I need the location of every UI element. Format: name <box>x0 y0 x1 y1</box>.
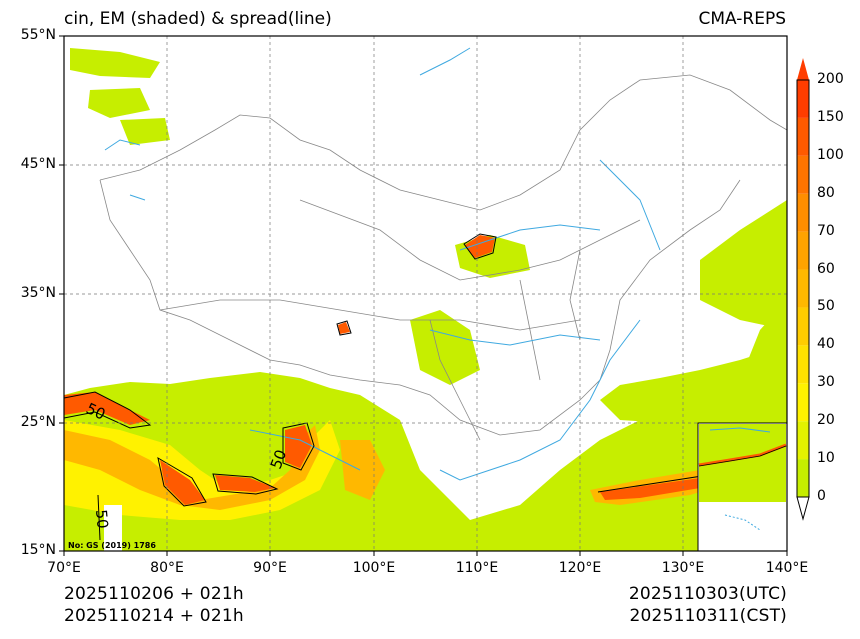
lon-tick-label: 140°E <box>765 560 809 576</box>
lon-tick-label: 70°E <box>47 560 81 576</box>
colorbar-segment <box>797 155 809 194</box>
colorbar-extend-high <box>797 58 809 80</box>
lat-tick-label: 35°N <box>20 285 56 301</box>
contour-label: 50 <box>267 447 290 471</box>
init-time-utc: 2025110206 + 021h <box>64 584 244 604</box>
colorbar-level-label: 0 <box>817 488 826 504</box>
colorbar-level-label: 30 <box>817 374 835 391</box>
colorbar-level-label: 100 <box>817 146 844 163</box>
colorbar-level-label: 70 <box>817 222 835 239</box>
lon-tick-label: 80°E <box>150 560 184 576</box>
south-china-sea-inset <box>697 422 787 551</box>
colorbar-segment <box>797 383 809 422</box>
valid-time-cst: 2025110311(CST) <box>629 606 787 626</box>
colorbar-level-label: 60 <box>817 260 835 277</box>
lon-tick-label: 110°E <box>455 560 499 576</box>
colorbar-level-label: 40 <box>817 336 835 353</box>
colorbar-segment <box>797 269 809 308</box>
lat-tick-label: 55°N <box>20 27 56 43</box>
colorbar-segment <box>797 307 809 346</box>
colorbar-segment <box>797 80 809 118</box>
colorbar-level-label: 150 <box>817 108 844 125</box>
lon-tick-label: 120°E <box>558 560 602 576</box>
lon-tick-label: 90°E <box>253 560 287 576</box>
colorbar-segment <box>797 345 809 384</box>
colorbar-segment <box>797 193 809 232</box>
colorbar-level-label: 80 <box>817 184 835 201</box>
chart-title: cin, EM (shaded) & spread(line) <box>64 9 332 29</box>
colorbar-segment <box>797 421 809 460</box>
gridlines <box>64 36 787 551</box>
map-review-number: No: GS (2019) 1786 <box>68 541 156 550</box>
lon-tick-label: 130°E <box>661 560 705 576</box>
cin-shading <box>64 48 787 551</box>
valid-time-utc: 2025110303(UTC) <box>628 584 787 604</box>
init-time-cst: 2025110214 + 021h <box>64 606 244 626</box>
lat-tick-label: 25°N <box>20 414 56 430</box>
axis-ticks <box>59 35 788 556</box>
contour-label: 50 <box>92 509 112 530</box>
colorbar-level-label: 50 <box>817 298 835 315</box>
lon-tick-label: 100°E <box>352 560 396 576</box>
lat-tick-label: 15°N <box>20 542 56 558</box>
lat-tick-label: 45°N <box>20 156 56 172</box>
colorbar-segment <box>797 117 809 156</box>
colorbar-level-label: 10 <box>817 450 835 467</box>
colorbar-segment <box>797 231 809 270</box>
boundaries <box>99 74 787 441</box>
colorbar-level-label: 20 <box>817 412 835 429</box>
colorbar <box>796 58 810 521</box>
colorbar-segment <box>797 459 809 497</box>
colorbar-level-label: 200 <box>817 71 844 87</box>
colorbar-extend-low <box>796 496 810 521</box>
model-name: CMA-REPS <box>698 9 786 29</box>
